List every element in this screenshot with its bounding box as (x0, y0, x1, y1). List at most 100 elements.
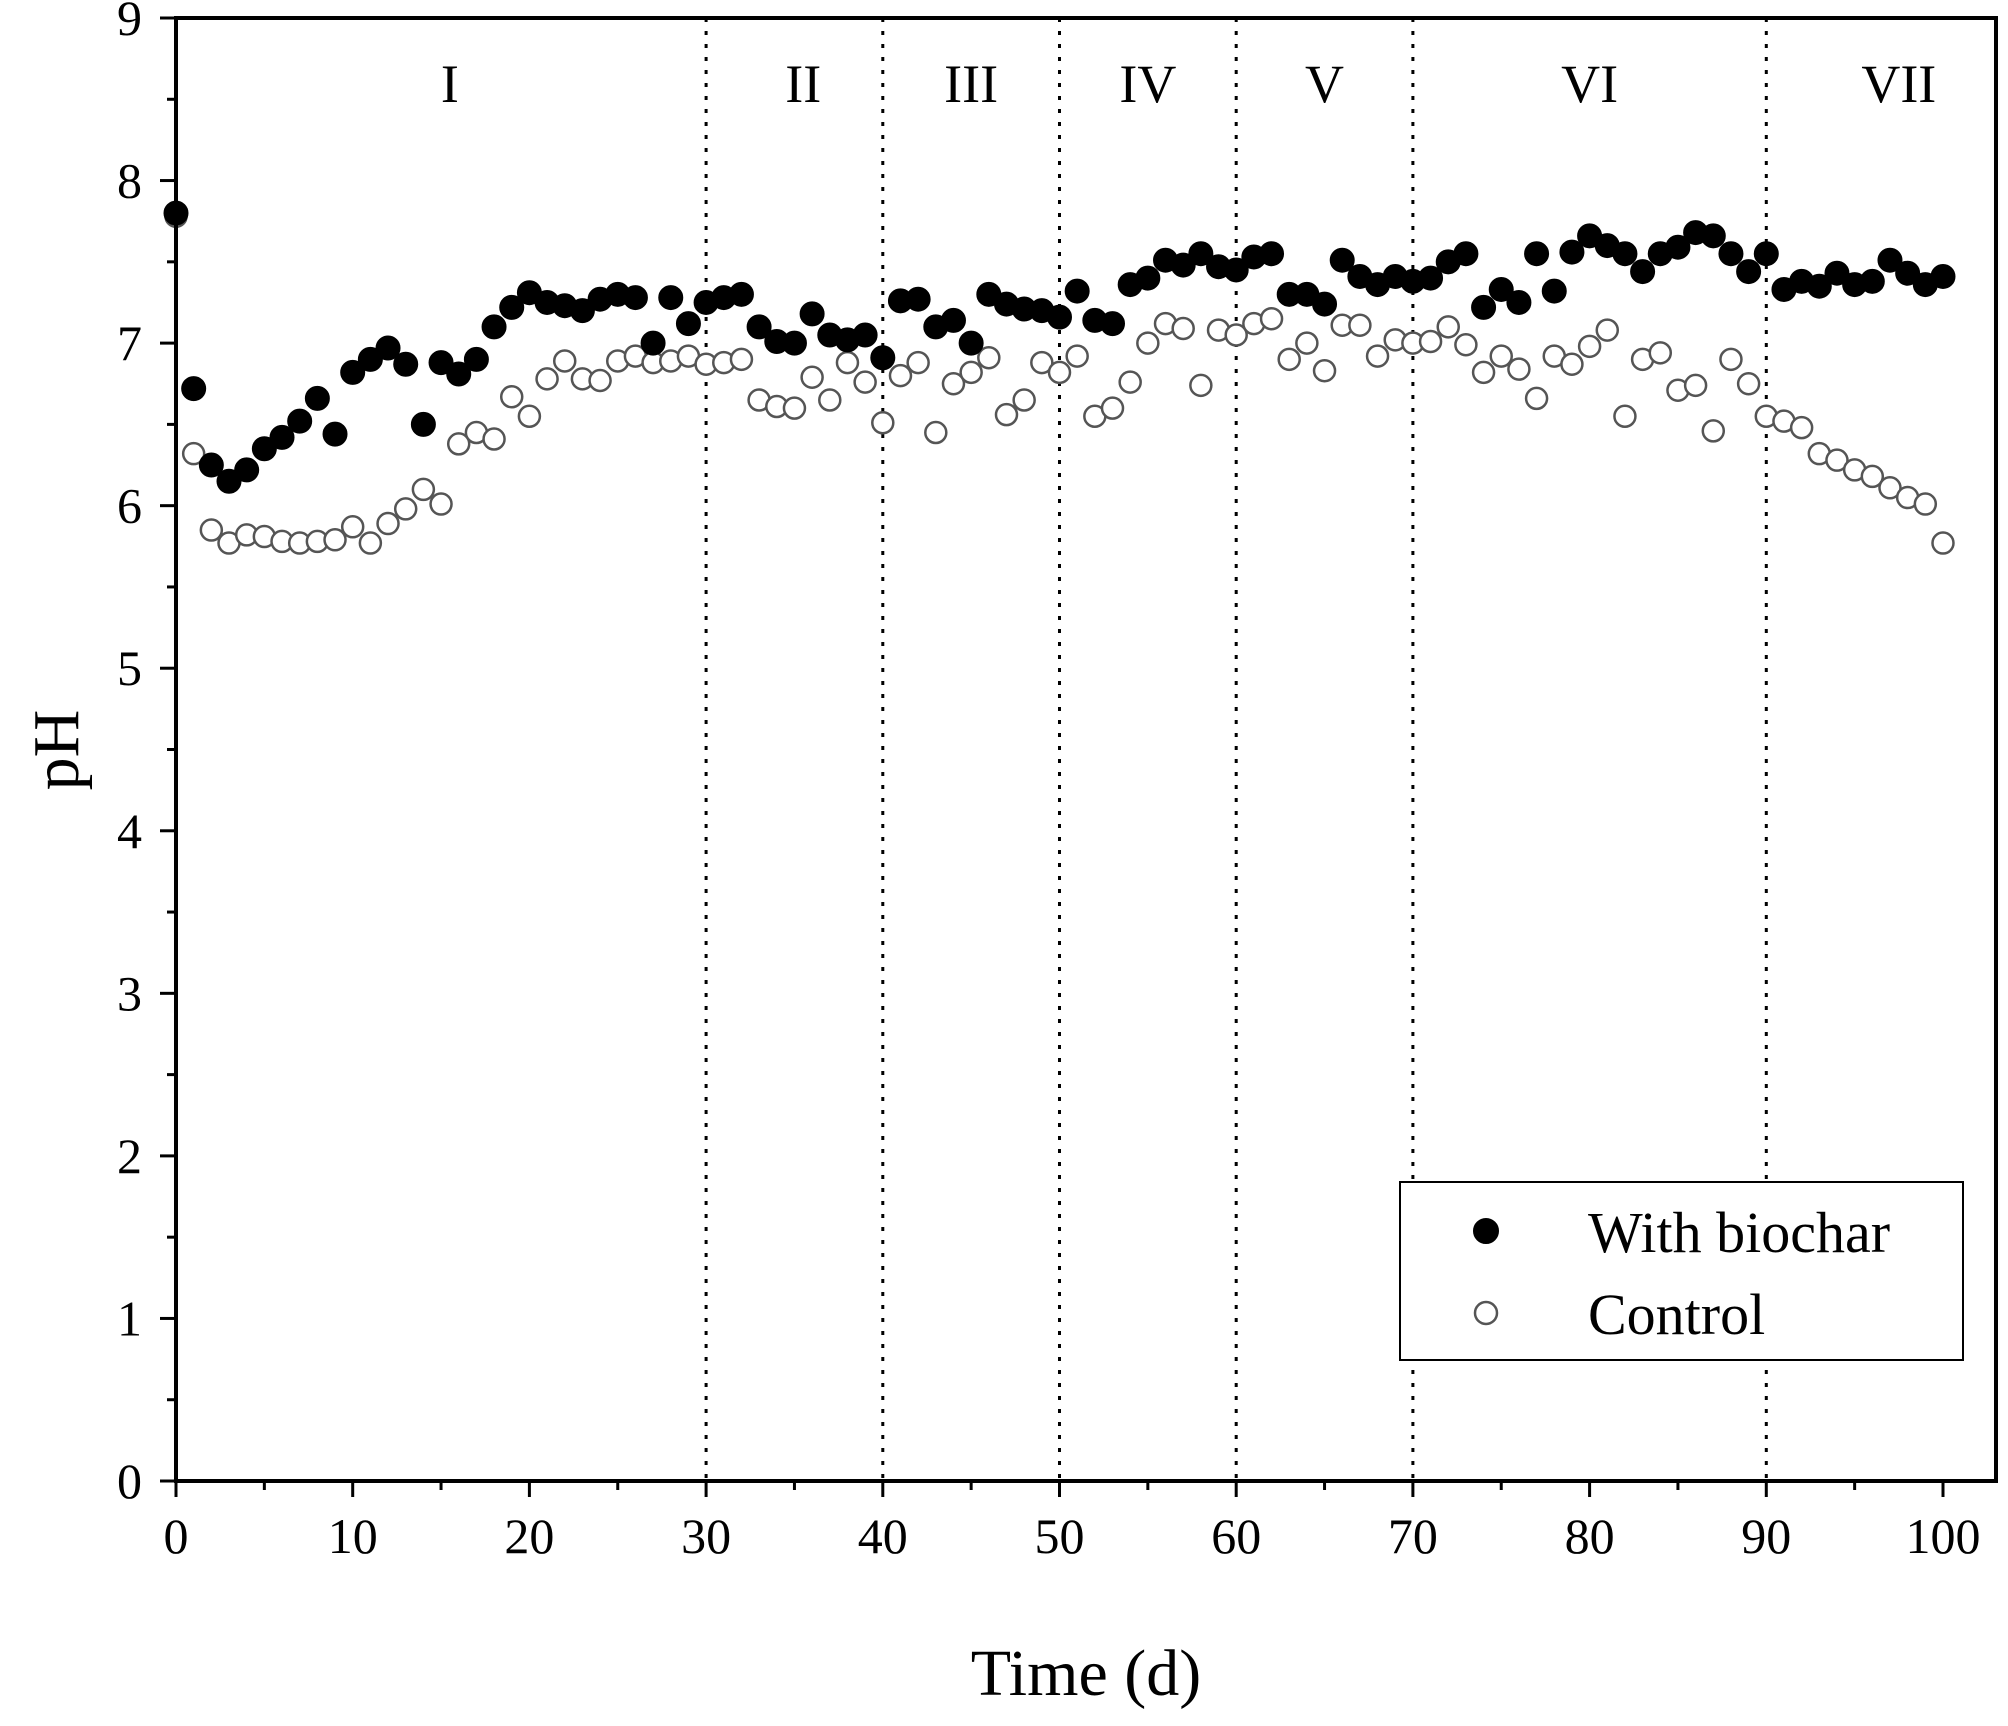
point-with-biochar (357, 346, 383, 372)
point-control (1171, 316, 1195, 341)
x-tick-label: 30 (681, 1508, 731, 1564)
phase-label: V (1305, 54, 1344, 114)
point-with-biochar (269, 424, 295, 450)
y-tick-label: 2 (117, 1128, 142, 1184)
point-control (1595, 318, 1620, 342)
point-control (1277, 347, 1301, 372)
legend: With biochar Control (1399, 1181, 1964, 1361)
point-control (1118, 370, 1142, 394)
y-tick-label: 7 (117, 315, 142, 371)
point-with-biochar (1718, 241, 1744, 267)
point-with-biochar (905, 286, 931, 312)
point-control (853, 370, 877, 394)
point-control (835, 350, 860, 375)
point-control (340, 515, 365, 539)
legend-label-with-biochar: With biochar (1588, 1200, 1890, 1265)
x-tick-label: 50 (1034, 1508, 1084, 1564)
point-control (1348, 313, 1372, 337)
point-control (199, 518, 224, 542)
point-control (411, 477, 436, 502)
point-with-biochar (1418, 265, 1444, 291)
x-tick-label: 70 (1388, 1508, 1438, 1564)
y-tick-label: 1 (117, 1290, 142, 1346)
y-axis-ticks: 0 1 2 3 4 5 6 7 8 9 (117, 0, 176, 1509)
point-control (1312, 358, 1337, 383)
point-control (482, 427, 506, 451)
point-control (376, 511, 400, 536)
point-control (800, 365, 824, 389)
point-with-biochar (1259, 241, 1285, 267)
phase-label: VII (1861, 54, 1936, 114)
point-control (1047, 360, 1072, 385)
point-with-biochar (198, 452, 224, 478)
point-with-biochar (463, 346, 489, 372)
x-tick-label: 60 (1211, 1508, 1261, 1564)
point-control (1365, 344, 1390, 368)
point-with-biochar (746, 314, 772, 340)
point-control (1736, 372, 1761, 396)
point-with-biochar (658, 285, 684, 311)
point-control (977, 345, 1001, 370)
point-with-biochar (446, 361, 472, 387)
y-tick-label: 0 (117, 1453, 142, 1509)
y-tick-label: 3 (117, 965, 142, 1021)
point-with-biochar (1170, 252, 1196, 278)
point-control (1719, 347, 1743, 372)
y-tick-label: 8 (117, 153, 142, 209)
point-control (1259, 306, 1284, 331)
point-control (924, 420, 948, 445)
point-control (1065, 344, 1089, 368)
phase-labels: I II III IV V VI VII (441, 54, 1936, 114)
point-control (446, 432, 471, 456)
point-control (1507, 357, 1531, 381)
point-with-biochar (1612, 241, 1638, 267)
point-with-biochar (1700, 223, 1726, 249)
phase-label: III (944, 54, 998, 114)
point-with-biochar (1064, 278, 1090, 304)
point-control (941, 372, 966, 396)
point-with-biochar (181, 376, 207, 402)
point-with-biochar (1046, 304, 1072, 330)
point-control (1860, 464, 1885, 489)
point-with-biochar (1506, 289, 1532, 315)
y-tick-label: 9 (117, 0, 142, 46)
point-control (871, 411, 895, 435)
y-tick-label: 6 (117, 478, 142, 534)
point-with-biochar (675, 311, 701, 337)
x-tick-label: 80 (1565, 1508, 1615, 1564)
point-with-biochar (569, 298, 595, 324)
legend-marker-with-biochar (1473, 1218, 1499, 1244)
point-with-biochar (393, 351, 419, 377)
point-with-biochar (870, 345, 896, 371)
point-with-biochar (1665, 234, 1691, 260)
point-control (358, 531, 383, 555)
point-control (1100, 396, 1125, 420)
phase-label: I (441, 54, 459, 114)
point-control (517, 404, 542, 429)
phase-label: II (785, 54, 821, 114)
x-tick-label: 40 (858, 1508, 908, 1564)
x-tick-label: 90 (1741, 1508, 1791, 1564)
point-with-biochar (622, 285, 648, 311)
x-axis-title: Time (d) (971, 1637, 1201, 1710)
x-tick-label: 0 (164, 1508, 189, 1564)
point-with-biochar (852, 322, 878, 348)
x-tick-label: 100 (1905, 1508, 1980, 1564)
point-control (782, 396, 807, 420)
point-control (818, 388, 842, 412)
point-control (1577, 334, 1602, 359)
point-with-biochar (1188, 241, 1214, 267)
point-with-biochar (1135, 265, 1161, 291)
point-control (429, 492, 453, 516)
point-with-biochar (1753, 241, 1779, 267)
point-with-biochar (1453, 241, 1479, 267)
point-with-biochar (1630, 259, 1656, 285)
point-control (1418, 329, 1443, 354)
point-with-biochar (410, 411, 436, 437)
y-tick-label: 4 (117, 803, 142, 859)
point-with-biochar (1223, 257, 1249, 283)
point-control (1436, 315, 1460, 339)
data-points (163, 200, 1956, 555)
point-control (1931, 531, 1955, 555)
y-axis-title: pH (20, 710, 93, 791)
